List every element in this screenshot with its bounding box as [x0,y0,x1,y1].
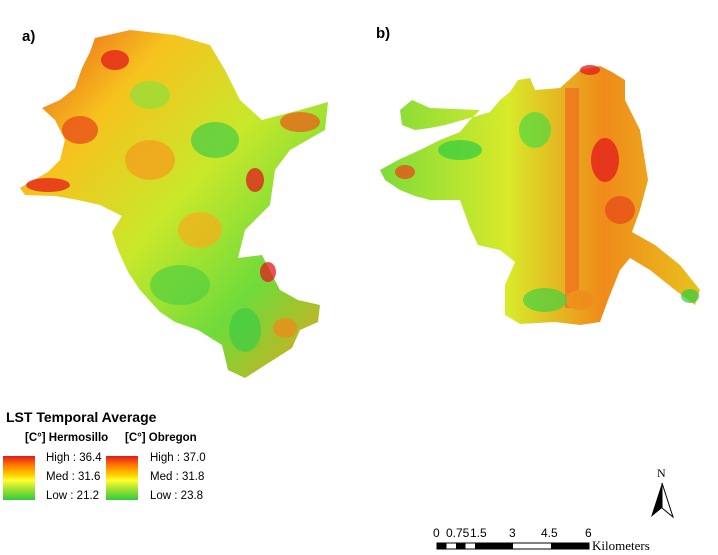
legend-hermosillo-med: Med : 31.6 [46,471,101,483]
legend-obregon-med: Med : 31.8 [150,471,205,483]
legend-title: LST Temporal Average [6,409,157,425]
obregon-hotspots [395,65,635,310]
hermosillo-cool-zones [130,81,261,352]
scale-tick-5: 6 [585,526,592,540]
legend-obregon-low: Low : 23.8 [150,490,204,502]
hermosillo-hotspots [26,50,320,338]
legend-hermosillo-unit: [C°] Hermosillo [25,432,109,444]
scale-tick-2: 1.5 [470,526,487,540]
legend-obregon-high: High : 37.0 [150,452,206,464]
obregon-lst-map [380,65,700,325]
legend-hermosillo-low: Low : 21.2 [46,490,100,502]
legend-obregon-ramp [106,456,138,500]
panel-label-a: a) [22,28,36,45]
scale-units: Kilometers [592,538,650,553]
obregon-area [380,66,700,325]
legend-hermosillo-high: High : 36.4 [46,452,102,464]
scale-tick-0: 0 [433,526,440,540]
hermosillo-area [20,30,328,378]
scale-tick-1: 0.75 [446,526,470,540]
scale-bar [436,542,590,550]
hermosillo-lst-map [20,30,328,378]
legend-hermosillo-ramp [3,456,35,500]
north-arrow-icon [651,482,674,519]
legend-obregon-unit: [C°] Obregon [125,432,197,444]
north-label: N [657,466,666,480]
obregon-cool-zones [438,112,699,312]
scale-tick-4: 4.5 [541,526,558,540]
scale-tick-3: 3 [509,526,516,540]
panel-label-b: b) [376,25,391,42]
